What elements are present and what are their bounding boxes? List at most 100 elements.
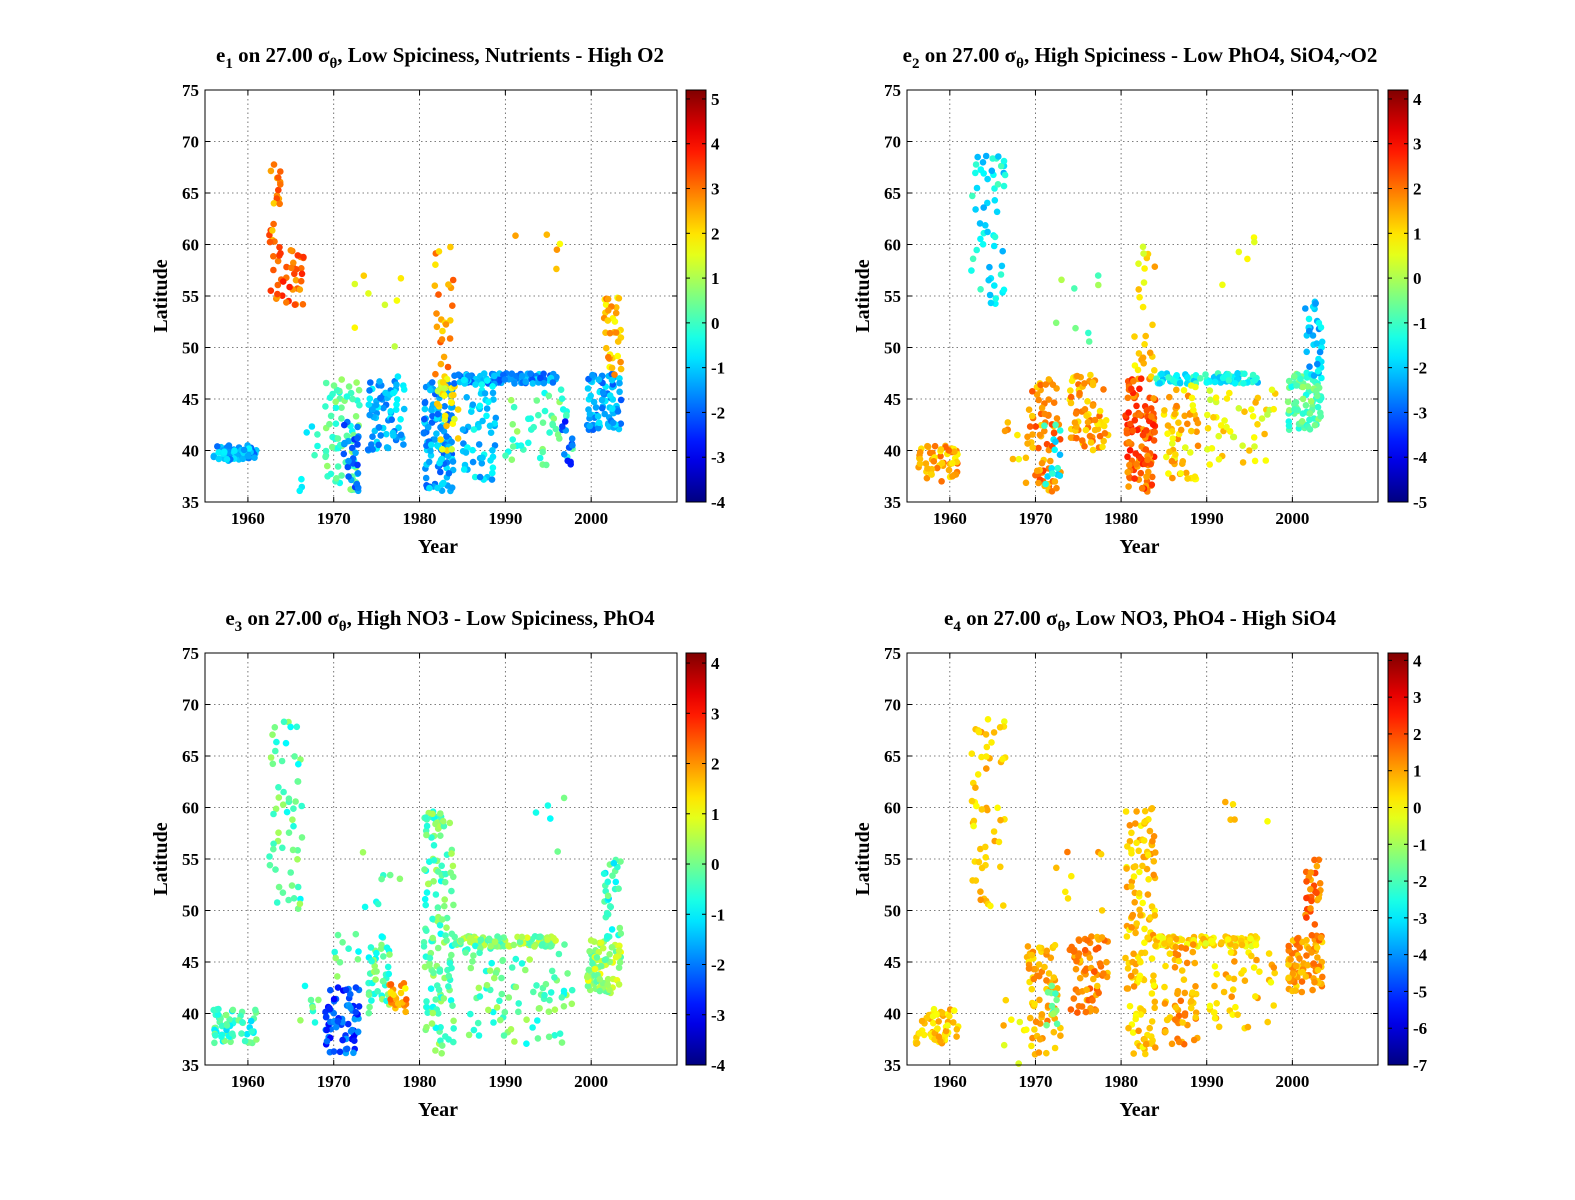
data-point <box>1171 950 1179 957</box>
data-point <box>422 901 430 909</box>
data-point <box>465 1031 473 1039</box>
data-point <box>1071 285 1078 292</box>
data-point <box>1248 952 1255 960</box>
data-point <box>1133 839 1140 847</box>
data-point <box>1081 946 1089 954</box>
y-tick-label: 75 <box>182 644 199 663</box>
y-tick-label: 65 <box>182 747 199 766</box>
data-point <box>1102 417 1110 424</box>
data-point <box>1211 378 1219 386</box>
data-point <box>269 731 276 738</box>
data-point <box>365 1009 373 1017</box>
data-point <box>402 1008 409 1016</box>
data-point <box>271 724 279 731</box>
data-point <box>238 1030 245 1037</box>
data-point <box>387 408 395 415</box>
data-point <box>291 753 298 760</box>
data-point <box>518 372 526 380</box>
data-point <box>1309 986 1316 994</box>
data-point <box>1081 380 1088 387</box>
data-point <box>223 456 231 463</box>
data-point <box>1009 455 1017 463</box>
data-point <box>515 1008 522 1016</box>
data-point <box>516 938 524 946</box>
data-point <box>443 924 450 931</box>
data-point <box>1043 1049 1050 1057</box>
data-point <box>1141 807 1149 815</box>
colorbar-tick-label: 3 <box>1413 688 1422 707</box>
data-point <box>332 404 340 412</box>
data-point <box>984 228 991 236</box>
data-point <box>982 222 989 229</box>
data-point <box>615 295 623 302</box>
data-point <box>322 1013 330 1021</box>
data-point <box>272 747 279 755</box>
data-point <box>1146 349 1154 357</box>
data-point <box>984 716 992 723</box>
data-point <box>1035 1049 1043 1056</box>
data-point <box>338 472 345 479</box>
data-point <box>1189 948 1197 956</box>
colorbar-tick-label: 0 <box>711 314 720 333</box>
data-point <box>534 1017 541 1024</box>
x-tick-label: 1990 <box>1190 1072 1224 1091</box>
data-point <box>253 1036 260 1043</box>
data-point <box>429 915 436 923</box>
data-point <box>368 957 375 965</box>
y-tick-label: 75 <box>884 81 901 100</box>
data-point <box>330 382 338 389</box>
data-point <box>1315 894 1323 902</box>
data-point <box>1222 798 1229 806</box>
data-point <box>945 466 953 474</box>
panel-3: 1960 1970 1980 1990 2000354045505560657075Ye… <box>150 606 726 1121</box>
colorbar-tick-label: 0 <box>711 855 720 874</box>
data-point <box>1030 975 1038 983</box>
data-point <box>1095 989 1102 997</box>
data-point <box>1285 974 1292 982</box>
data-point <box>583 973 591 981</box>
data-point <box>979 241 987 248</box>
data-point <box>314 442 321 450</box>
data-point <box>1092 1007 1100 1014</box>
data-point <box>1001 171 1009 179</box>
data-point <box>460 466 468 473</box>
data-point <box>372 976 379 983</box>
data-point <box>1181 412 1188 420</box>
data-point <box>1223 423 1230 431</box>
data-point <box>1123 429 1131 437</box>
data-point <box>554 848 561 855</box>
data-point <box>937 446 945 453</box>
colorbar <box>1387 89 1409 503</box>
data-point <box>269 227 276 234</box>
data-point <box>923 474 931 482</box>
data-point <box>423 831 430 839</box>
data-point <box>597 962 605 970</box>
data-point <box>371 962 379 970</box>
data-point <box>507 396 515 404</box>
data-point <box>491 974 498 982</box>
data-point <box>1052 421 1059 429</box>
data-point <box>314 431 321 438</box>
data-point <box>1184 374 1191 381</box>
data-point <box>1000 157 1008 165</box>
data-point <box>1049 470 1056 477</box>
data-point <box>231 447 238 455</box>
data-point <box>1217 422 1225 429</box>
data-point <box>1188 427 1195 435</box>
data-point <box>1152 1044 1159 1051</box>
data-point <box>1027 1014 1034 1022</box>
data-point <box>322 453 329 461</box>
data-point <box>1133 402 1140 410</box>
data-point <box>330 1048 338 1055</box>
data-point <box>275 186 282 194</box>
data-point <box>1172 1004 1180 1011</box>
data-point <box>1206 1002 1214 1010</box>
data-point <box>447 997 455 1004</box>
data-point <box>986 263 993 271</box>
data-point <box>424 1009 432 1016</box>
data-point <box>1254 421 1261 428</box>
data-point <box>986 291 994 299</box>
colorbar-tick-label: 4 <box>1413 651 1422 670</box>
data-point <box>438 336 446 343</box>
data-point <box>1000 286 1008 294</box>
